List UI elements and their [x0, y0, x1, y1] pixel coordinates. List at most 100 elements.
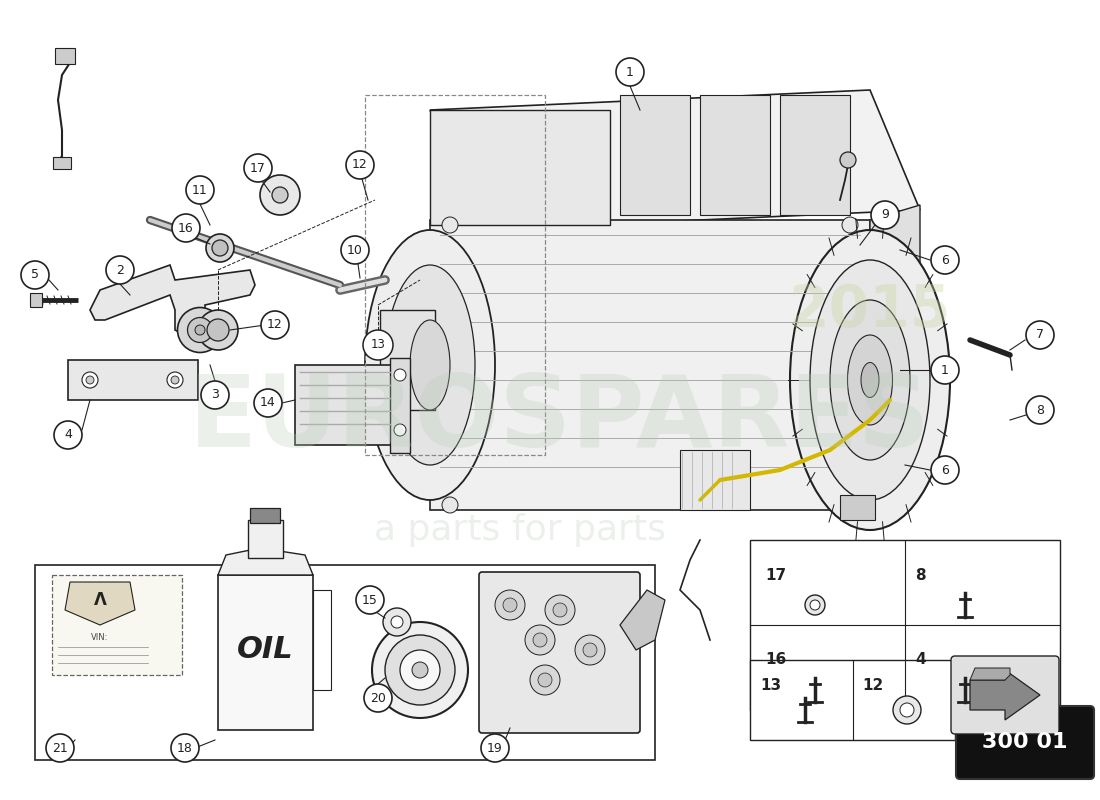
Ellipse shape — [830, 300, 910, 460]
Bar — [35, 565, 654, 760]
Circle shape — [341, 236, 368, 264]
Text: OIL: OIL — [236, 635, 294, 665]
Circle shape — [394, 424, 406, 436]
Ellipse shape — [212, 240, 228, 256]
Text: 16: 16 — [764, 653, 786, 667]
Circle shape — [383, 608, 411, 636]
Circle shape — [394, 369, 406, 381]
Bar — [620, 95, 690, 215]
Circle shape — [346, 151, 374, 179]
Circle shape — [1026, 396, 1054, 424]
Bar — [840, 495, 874, 520]
Text: 18: 18 — [177, 742, 192, 754]
Text: 19: 19 — [487, 742, 503, 754]
Circle shape — [538, 673, 552, 687]
Circle shape — [82, 372, 98, 388]
Polygon shape — [65, 582, 135, 625]
Text: a parts for parts: a parts for parts — [374, 513, 666, 547]
Circle shape — [583, 643, 597, 657]
Ellipse shape — [207, 319, 229, 341]
Circle shape — [86, 376, 94, 384]
Text: 8: 8 — [915, 567, 925, 582]
Bar — [218, 575, 314, 730]
Ellipse shape — [365, 230, 495, 500]
Ellipse shape — [187, 318, 212, 342]
Circle shape — [201, 381, 229, 409]
Ellipse shape — [206, 234, 234, 262]
Text: 2: 2 — [117, 263, 124, 277]
Circle shape — [842, 497, 858, 513]
Circle shape — [244, 154, 272, 182]
Circle shape — [530, 665, 560, 695]
Ellipse shape — [195, 325, 205, 335]
Text: 8: 8 — [1036, 403, 1044, 417]
FancyBboxPatch shape — [952, 656, 1059, 734]
Circle shape — [553, 603, 566, 617]
Text: Λ: Λ — [94, 591, 107, 609]
Text: EUROSPARES: EUROSPARES — [189, 371, 931, 469]
Text: 10: 10 — [348, 243, 363, 257]
Circle shape — [840, 152, 856, 168]
Circle shape — [810, 600, 820, 610]
FancyBboxPatch shape — [956, 706, 1094, 779]
Polygon shape — [970, 670, 1040, 720]
Circle shape — [805, 595, 825, 615]
Text: 7: 7 — [1036, 329, 1044, 342]
Text: 12: 12 — [862, 678, 883, 693]
Bar — [379, 310, 434, 410]
Circle shape — [46, 734, 74, 762]
Polygon shape — [90, 265, 255, 335]
Text: 16: 16 — [178, 222, 194, 234]
Text: 4: 4 — [64, 429, 72, 442]
Text: 11: 11 — [192, 183, 208, 197]
Circle shape — [893, 696, 921, 724]
Text: 1: 1 — [626, 66, 634, 78]
Text: 6: 6 — [942, 254, 949, 266]
Circle shape — [385, 635, 455, 705]
Circle shape — [170, 734, 199, 762]
Text: 12: 12 — [352, 158, 367, 171]
Text: 1: 1 — [942, 363, 949, 377]
Circle shape — [363, 330, 393, 360]
Circle shape — [575, 635, 605, 665]
Bar — [248, 520, 283, 558]
Circle shape — [400, 650, 440, 690]
Text: 12: 12 — [267, 318, 283, 331]
Circle shape — [871, 201, 899, 229]
Ellipse shape — [810, 260, 930, 500]
Text: 13: 13 — [760, 678, 781, 693]
Circle shape — [616, 58, 644, 86]
Ellipse shape — [847, 335, 892, 425]
Bar — [30, 293, 42, 307]
Bar — [430, 110, 610, 225]
Text: 2015: 2015 — [789, 282, 952, 338]
Circle shape — [261, 311, 289, 339]
Polygon shape — [620, 590, 666, 650]
Bar — [390, 358, 410, 453]
Text: 300 01: 300 01 — [982, 733, 1068, 753]
Polygon shape — [870, 205, 920, 510]
Bar — [430, 220, 870, 510]
Circle shape — [931, 456, 959, 484]
Ellipse shape — [410, 320, 450, 410]
Circle shape — [21, 261, 50, 289]
Circle shape — [372, 622, 468, 718]
Polygon shape — [970, 668, 1010, 680]
Circle shape — [544, 595, 575, 625]
Circle shape — [900, 703, 914, 717]
Ellipse shape — [790, 230, 950, 530]
Ellipse shape — [198, 310, 238, 350]
Circle shape — [390, 616, 403, 628]
FancyBboxPatch shape — [478, 572, 640, 733]
Text: 17: 17 — [764, 567, 786, 582]
Bar — [750, 660, 955, 740]
Text: 17: 17 — [250, 162, 266, 174]
Ellipse shape — [177, 307, 222, 353]
Circle shape — [356, 586, 384, 614]
Polygon shape — [430, 90, 920, 230]
Bar — [295, 365, 395, 445]
Circle shape — [525, 625, 556, 655]
Text: 15: 15 — [362, 594, 378, 606]
Circle shape — [503, 598, 517, 612]
Circle shape — [534, 633, 547, 647]
